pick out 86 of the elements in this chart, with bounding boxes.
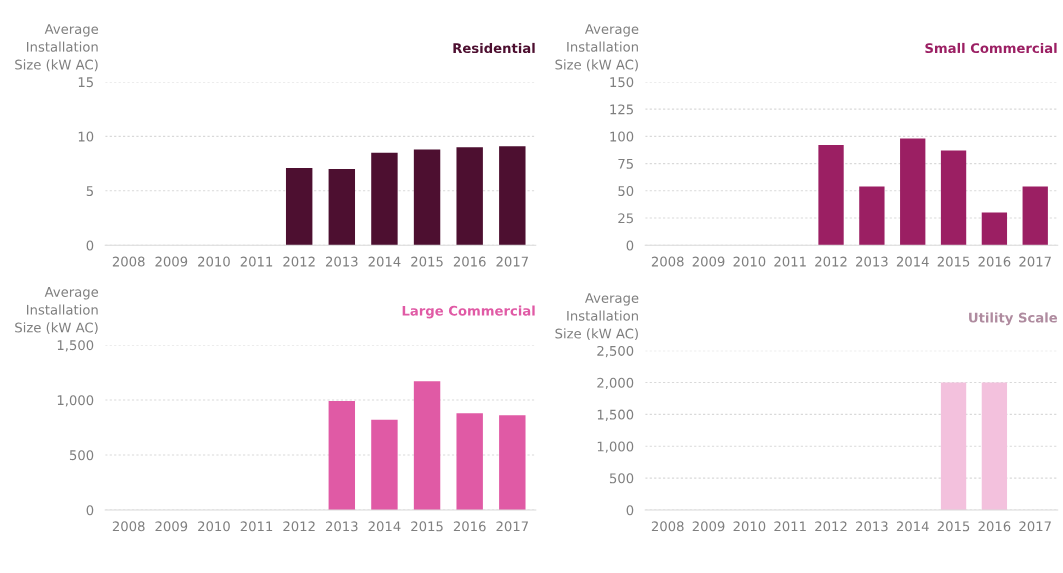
x-tick-label: 2012	[815, 256, 847, 267]
x-tick-label: 2016	[978, 521, 1011, 532]
x-tick-label: 2010	[198, 256, 230, 267]
x-tick-label: 2010	[733, 256, 766, 267]
bar	[981, 212, 1008, 246]
bar	[328, 169, 356, 246]
chart-title: Residential	[453, 42, 535, 54]
bar	[285, 167, 313, 246]
bar	[499, 415, 526, 510]
chart-title: Small Commercial	[925, 42, 1057, 54]
y-tick-label: 50	[618, 186, 634, 197]
y-tick-label: 1,000	[57, 395, 94, 407]
y-tick-label: 1,500	[597, 409, 634, 421]
bar	[456, 147, 483, 246]
x-tick-label: 2012	[283, 521, 315, 532]
x-tick-label: 2011	[774, 256, 806, 267]
x-tick-label: 2017	[496, 256, 528, 267]
y-tick-label: 100	[610, 131, 634, 142]
y-tick-label: 0	[86, 240, 94, 251]
x-tick-label: 2014	[896, 256, 929, 267]
y-tick-label: 2,000	[597, 377, 634, 390]
bar	[900, 138, 926, 246]
x-tick-label: 2014	[368, 256, 401, 267]
x-tick-label: 2008	[651, 521, 684, 532]
x-tick-label: 2008	[112, 256, 145, 267]
x-tick-label: 2013	[325, 521, 358, 532]
y-tick-label: 125	[610, 104, 633, 115]
x-tick-label: 2017	[1019, 256, 1051, 267]
x-tick-label: 2008	[651, 256, 684, 267]
y-axis-title: Average Installation Size (kW AC)	[555, 293, 639, 341]
bar	[413, 149, 441, 246]
y-tick-label: 1,500	[57, 340, 94, 352]
x-tick-label: 2009	[155, 521, 188, 532]
x-tick-label: 2013	[856, 256, 888, 267]
x-tick-label: 2017	[1019, 521, 1051, 532]
x-tick-label: 2009	[155, 256, 188, 267]
x-tick-label: 2016	[453, 256, 486, 267]
chart-title: Large Commercial	[402, 305, 535, 319]
x-tick-label: 2009	[692, 256, 725, 267]
x-tick-label: 2015	[937, 521, 970, 532]
y-tick-label: 0	[626, 505, 634, 516]
y-axis-title: Average Installation Size (kW AC)	[15, 24, 99, 72]
y-tick-label: 2,500	[597, 345, 634, 358]
x-tick-label: 2017	[496, 521, 528, 532]
x-tick-label: 2015	[411, 256, 443, 267]
bar	[940, 150, 967, 246]
y-tick-label: 5	[86, 186, 93, 197]
x-tick-label: 2010	[733, 521, 766, 532]
y-tick-label: 0	[626, 240, 634, 251]
x-tick-label: 2012	[283, 256, 315, 267]
bar	[456, 413, 483, 510]
y-tick-label: 500	[69, 450, 94, 461]
bar	[371, 152, 398, 246]
y-tick-label: 0	[86, 505, 94, 516]
x-tick-label: 2016	[453, 521, 486, 532]
y-tick-label: 1,000	[597, 441, 634, 453]
x-tick-label: 2011	[774, 521, 806, 532]
x-tick-label: 2011	[240, 256, 273, 267]
y-tick-label: 75	[618, 158, 633, 169]
x-tick-label: 2015	[937, 256, 970, 267]
x-tick-label: 2008	[112, 521, 145, 532]
x-tick-label: 2013	[325, 256, 358, 267]
bar	[328, 401, 356, 510]
x-tick-label: 2015	[411, 521, 443, 532]
bar	[818, 145, 844, 246]
y-tick-label: 500	[609, 473, 634, 484]
bar	[859, 186, 885, 246]
y-tick-label: 15	[78, 77, 93, 88]
x-tick-label: 2014	[368, 521, 401, 532]
x-tick-label: 2010	[198, 521, 230, 532]
x-tick-label: 2013	[856, 521, 888, 532]
x-tick-label: 2012	[815, 521, 847, 532]
chart-title: Utility Scale	[969, 312, 1058, 326]
bar	[499, 146, 526, 246]
bar	[413, 381, 441, 510]
x-tick-label: 2011	[240, 521, 273, 532]
x-tick-label: 2009	[692, 521, 725, 532]
y-tick-label: 150	[610, 77, 634, 88]
bar	[371, 419, 398, 510]
y-tick-label: 25	[618, 213, 633, 224]
y-axis-title: Average Installation Size (kW AC)	[15, 287, 99, 335]
y-axis-title: Average Installation Size (kW AC)	[555, 24, 639, 72]
x-tick-label: 2016	[978, 256, 1011, 267]
y-tick-label: 10	[78, 131, 94, 142]
x-tick-label: 2014	[896, 521, 929, 532]
bar	[1022, 186, 1048, 246]
